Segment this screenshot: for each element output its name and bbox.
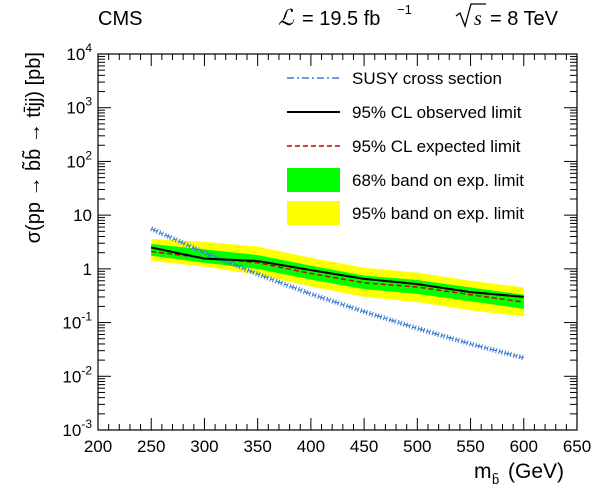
expected-limit-line [151, 250, 524, 303]
lumi-symbol: ℒ [278, 5, 295, 30]
x-tick-label: 300 [190, 437, 218, 456]
y-tick-label: 1 [83, 260, 92, 279]
legend-label-band68: 68% band on exp. limit [352, 171, 524, 190]
x-tick-label: 200 [84, 437, 112, 456]
x-tick-label: 400 [297, 437, 325, 456]
x-axis-title-sub: b̃ [492, 472, 499, 487]
y-tick-label: 102 [66, 148, 92, 171]
experiment-label: CMS [98, 8, 142, 30]
legend-label-observed: 95% CL observed limit [352, 103, 522, 122]
y-tick-label: 10-2 [62, 363, 92, 386]
lumi-value: = 19.5 fb [302, 8, 380, 30]
x-axis-title: m b̃ (GeV) [474, 460, 564, 487]
x-tick-label: 600 [510, 437, 538, 456]
x-tick-label: 500 [403, 437, 431, 456]
legend-entry-expected: 95% CL expected limit [287, 137, 521, 156]
y-tick-label: 103 [66, 95, 92, 118]
plot-area [150, 226, 525, 361]
y-tick-label: 10 [73, 206, 92, 225]
x-tick-label: 650 [563, 437, 591, 456]
plot-frame [97, 53, 578, 431]
x-tick-label: 350 [243, 437, 271, 456]
legend-label-band95: 95% band on exp. limit [352, 204, 524, 223]
legend-swatch-band68 [287, 168, 340, 192]
axes: 200 250 300 350 400 450 500 550 600 650 10-3 10-2 10… [62, 41, 591, 456]
legend-entry-band95: 95% band on exp. limit [287, 201, 524, 225]
lumi-exponent: −1 [397, 2, 412, 17]
x-axis-title-unit: (GeV) [508, 460, 564, 483]
y-axis-title: σ(pp → b̃b̃ → tt̄jj) [pb] [22, 52, 45, 243]
sqrt-icon [455, 3, 486, 29]
legend: SUSY cross section 95% CL observed limit… [287, 69, 524, 225]
x-axis-title-main: m [474, 460, 492, 483]
legend-label-susy: SUSY cross section [352, 69, 502, 88]
legend-entry-susy: SUSY cross section [287, 69, 502, 88]
energy-value: = 8 TeV [490, 8, 559, 30]
y-tick-label: 10-3 [62, 417, 92, 440]
energy-symbol: s [474, 8, 482, 30]
y-tick-label: 10-1 [62, 310, 92, 333]
x-tick-label: 550 [456, 437, 484, 456]
x-tick-label: 450 [350, 437, 378, 456]
header: CMS ℒ = 19.5 fb −1 s = 8 TeV [98, 2, 559, 30]
observed-limit-line [150, 246, 524, 298]
y-tick-label: 104 [66, 41, 92, 64]
legend-swatch-band95 [287, 201, 340, 225]
legend-label-expected: 95% CL expected limit [352, 137, 521, 156]
legend-entry-band68: 68% band on exp. limit [287, 168, 524, 192]
legend-entry-observed: 95% CL observed limit [287, 103, 522, 122]
x-tick-label: 250 [137, 437, 165, 456]
susy-xsec-line [150, 228, 524, 359]
